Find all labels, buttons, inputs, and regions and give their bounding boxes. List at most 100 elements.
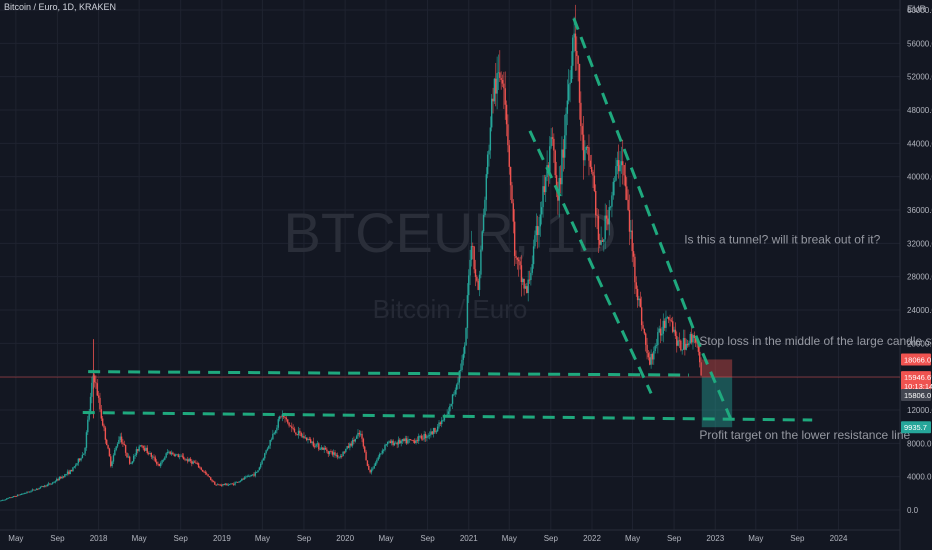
candle-body — [258, 467, 261, 471]
candle-body — [124, 444, 127, 453]
candle-body — [65, 474, 67, 475]
x-tick-label: 2024 — [830, 534, 848, 543]
candle-body — [700, 362, 702, 376]
candle-body — [184, 459, 186, 461]
candle-body — [580, 102, 582, 127]
candle-body — [169, 451, 171, 455]
candle-body — [153, 456, 155, 458]
candle-body — [120, 436, 123, 443]
candle-body — [303, 435, 305, 439]
candle-body — [653, 351, 655, 360]
candle-body — [384, 444, 386, 450]
candle-body — [681, 349, 683, 351]
candle-body — [201, 469, 204, 472]
candle-body — [126, 452, 128, 458]
candle-body — [54, 481, 57, 483]
candle-body — [492, 98, 494, 102]
watermark-symbol: BTCEUR, 1D — [284, 201, 617, 264]
candle-body — [451, 394, 454, 404]
candle-body — [677, 340, 679, 346]
candle-body — [400, 441, 402, 444]
candle-body — [563, 135, 566, 158]
candle-body — [197, 463, 200, 468]
candle-body — [589, 160, 592, 167]
candle-body — [137, 449, 139, 451]
candle-body — [3, 499, 5, 501]
candle-body — [330, 451, 332, 453]
candle-body — [432, 427, 435, 434]
candle-body — [56, 479, 58, 482]
candle-body — [582, 134, 585, 161]
candle-body — [269, 439, 271, 446]
grid-lines — [0, 0, 901, 550]
candle-body — [468, 275, 470, 296]
candle-body — [24, 492, 27, 494]
candle-body — [284, 417, 286, 418]
candle-body — [29, 491, 31, 493]
candle-body — [549, 146, 551, 172]
candle-body — [676, 335, 678, 346]
drawing-lines[interactable] — [82, 17, 813, 422]
candle-body — [388, 441, 390, 443]
candle-body — [342, 451, 344, 457]
candle-body — [558, 177, 560, 201]
candle-body — [146, 447, 148, 454]
candle-body — [535, 226, 537, 236]
candle-body — [81, 454, 84, 459]
candle-body — [503, 83, 505, 89]
candle-body — [142, 445, 144, 449]
candle-body — [274, 430, 277, 433]
y-tick-label: 4000.0 — [907, 473, 932, 482]
candle-body — [331, 451, 334, 455]
candle-body — [97, 395, 100, 398]
candle-body — [320, 447, 323, 450]
candle-body — [264, 453, 266, 459]
candle-body — [658, 328, 660, 333]
candle-body — [170, 452, 173, 455]
candle-body — [607, 218, 609, 225]
candle-body — [110, 456, 112, 467]
candle-body — [536, 226, 539, 236]
candle-body — [358, 432, 361, 435]
candle-body — [615, 166, 617, 181]
candle-body — [174, 454, 177, 456]
candle-body — [351, 439, 354, 446]
candle-body — [305, 437, 308, 441]
candle-body — [462, 353, 465, 360]
candle-body — [697, 343, 700, 352]
candle-body — [293, 428, 296, 433]
candle-body — [408, 439, 411, 441]
candle-body — [381, 450, 383, 454]
candle-body — [365, 451, 367, 461]
candle-body — [31, 489, 34, 491]
time-axis[interactable]: May Sep 2018 May Sep 2019 May Sep 2020 May Sep 2021… — [8, 534, 848, 543]
candle-body — [608, 207, 610, 225]
text-annotations[interactable]: Is this a tunnel? will it break out of i… — [684, 232, 932, 442]
candle-body — [111, 461, 113, 467]
candle-body — [553, 138, 555, 151]
candle-body — [555, 175, 558, 190]
x-tick-label: May — [378, 534, 393, 543]
candle-body — [316, 443, 319, 445]
candle-body — [601, 240, 604, 242]
candle-body — [222, 484, 224, 486]
candle-body — [690, 334, 693, 343]
candle-body — [20, 494, 23, 495]
candle-body — [227, 484, 229, 486]
candle-body — [218, 484, 220, 486]
candle-body — [586, 146, 589, 148]
candle-body — [428, 434, 431, 436]
candle-body — [631, 230, 633, 252]
candle-body — [397, 439, 400, 445]
candle-body — [651, 353, 654, 360]
candle-body — [150, 453, 152, 457]
price-label-text: 10:13:14 — [904, 382, 932, 391]
candle-body — [540, 207, 543, 215]
candle-body — [359, 433, 362, 435]
candle-body — [133, 455, 135, 462]
candle-body — [673, 329, 675, 332]
candle-body — [661, 333, 663, 336]
candle-body — [131, 461, 134, 464]
candle-body — [600, 240, 602, 245]
